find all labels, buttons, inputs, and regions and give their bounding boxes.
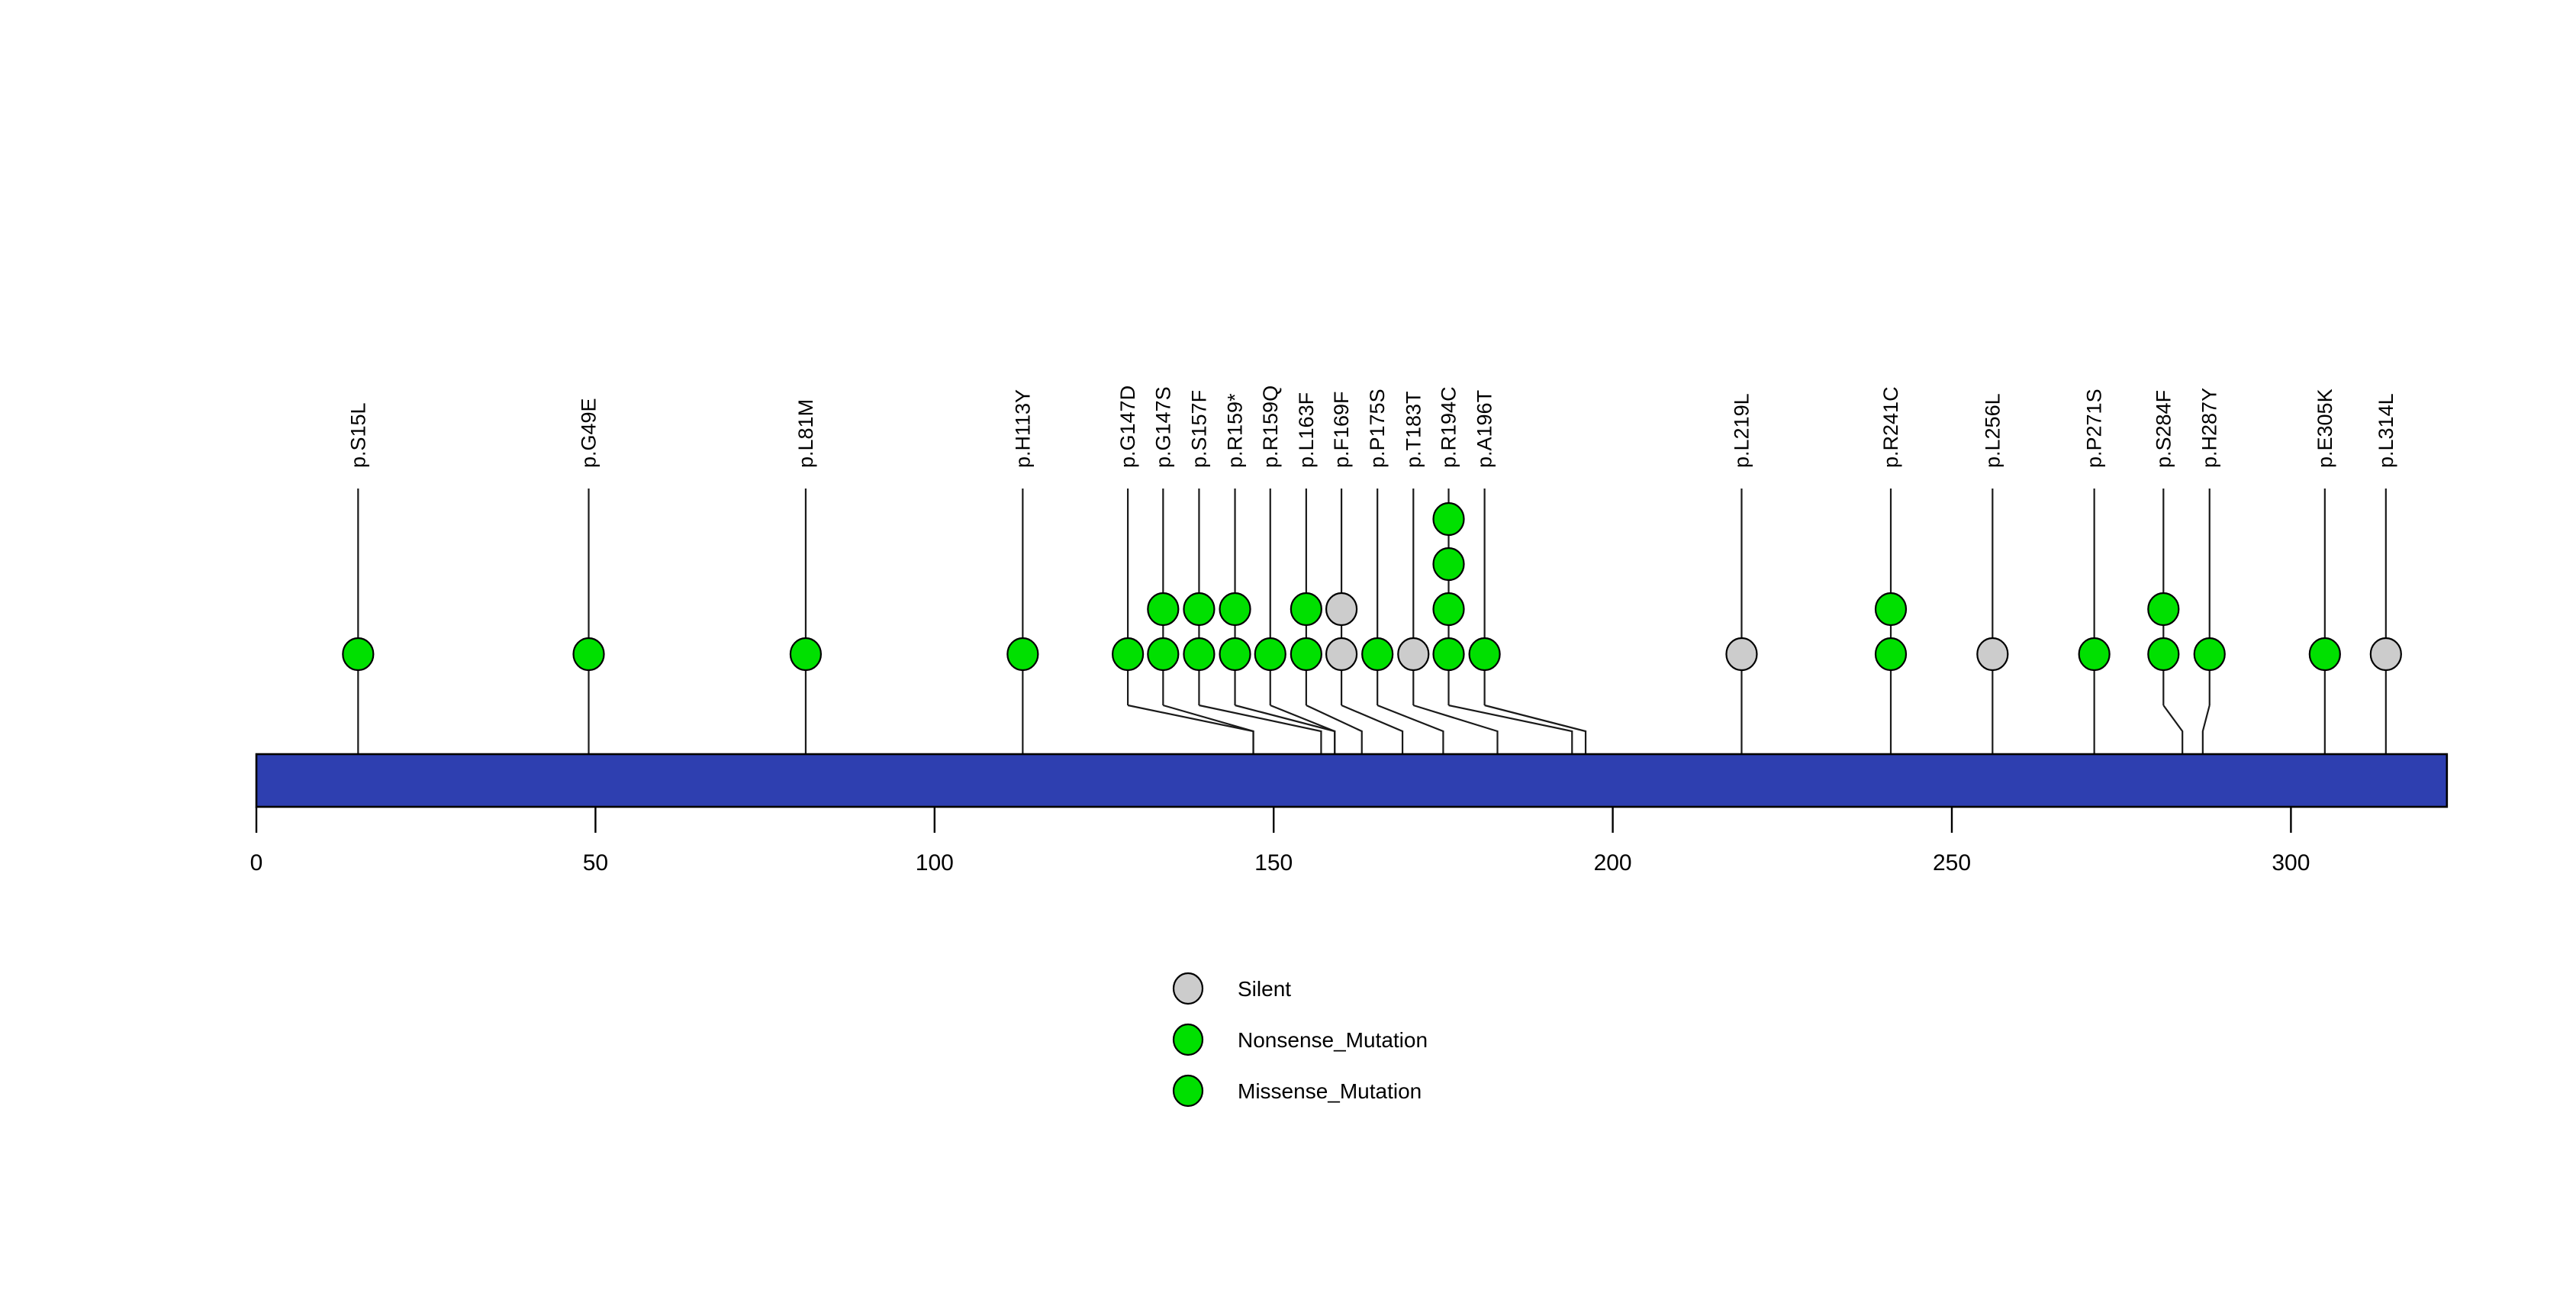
mutation-marker-nonsense[interactable]	[1874, 592, 1908, 627]
mutation-marker-silent[interactable]	[2369, 637, 2402, 672]
mutation-marker-silent[interactable]	[1397, 637, 1430, 672]
mutation-marker-nonsense[interactable]	[1361, 637, 1394, 672]
mutation-marker-silent[interactable]	[1325, 592, 1358, 627]
mutation-label: p.L163F	[1295, 392, 1318, 468]
mutation-label: p.P175S	[1366, 389, 1389, 468]
x-axis-group: 0 50 100 150 200 250 300	[250, 807, 2310, 876]
legend-label-nonsense: Nonsense_Mutation	[1238, 1028, 1428, 1052]
mutation-marker-nonsense[interactable]	[1290, 637, 1322, 672]
mutation-label: p.G49E	[578, 398, 601, 468]
mutation-marker-silent[interactable]	[1325, 637, 1358, 672]
protein-domain-track	[255, 753, 2449, 808]
mutation-marker-nonsense[interactable]	[1432, 547, 1465, 582]
mutation-marker-nonsense[interactable]	[1147, 637, 1180, 672]
mutation-marker-nonsense[interactable]	[1112, 637, 1145, 672]
mutation-label: p.L81M	[794, 399, 817, 468]
mutation-marker-nonsense[interactable]	[1432, 637, 1465, 672]
mutation-marker-nonsense[interactable]	[1468, 637, 1501, 672]
axis-tick-label: 200	[1594, 850, 1632, 876]
mutation-marker-nonsense[interactable]	[1874, 637, 1908, 672]
legend-marker-nonsense[interactable]	[1172, 1023, 1204, 1056]
mutation-markers-group	[342, 501, 2402, 672]
mutation-label: p.F169F	[1330, 391, 1353, 468]
mutation-marker-nonsense[interactable]	[1183, 592, 1216, 627]
mutation-marker-nonsense[interactable]	[572, 637, 605, 672]
mutation-marker-nonsense[interactable]	[2193, 637, 2226, 672]
legend-label-silent: Silent	[1238, 977, 1291, 1001]
mutation-marker-nonsense[interactable]	[1290, 592, 1322, 627]
mutation-label: p.L314L	[2375, 393, 2397, 468]
mutation-marker-nonsense[interactable]	[342, 637, 375, 672]
mutation-label: p.H287Y	[2198, 388, 2221, 468]
mutation-label: p.P271S	[2083, 389, 2106, 468]
mutation-label: p.E305K	[2314, 389, 2336, 468]
mutation-label: p.S157F	[1187, 390, 1210, 468]
legend-label-missense: Missense_Mutation	[1238, 1079, 1422, 1103]
axis-tick-label: 50	[583, 850, 608, 876]
mutation-label: p.T183T	[1402, 391, 1425, 468]
mutation-marker-nonsense[interactable]	[2308, 637, 2341, 672]
axis-tick-label: 100	[916, 850, 954, 876]
mutation-label: p.G147S	[1151, 386, 1174, 468]
mutation-marker-nonsense[interactable]	[2078, 637, 2111, 672]
axis-tick-label: 250	[1933, 850, 1971, 876]
mutation-label: p.R159Q	[1259, 385, 1282, 468]
mutation-label: p.R159*	[1224, 393, 1247, 468]
mutation-label: p.S284F	[2152, 390, 2175, 468]
mutation-marker-nonsense[interactable]	[1432, 592, 1465, 627]
mutation-label: p.S15L	[346, 402, 369, 468]
mutation-label: p.G147D	[1116, 385, 1139, 468]
mutation-marker-nonsense[interactable]	[1219, 592, 1251, 627]
mutation-label: p.R194C	[1438, 386, 1460, 468]
axis-tick-label: 150	[1254, 850, 1293, 876]
legend-marker-missense[interactable]	[1172, 1074, 1204, 1108]
mutation-label: p.H113Y	[1011, 389, 1034, 468]
mutation-labels-group: p.S15L p.G49E p.L81M p.H113Y p.G147D p.G147S p…	[346, 385, 2397, 468]
mutation-marker-nonsense[interactable]	[1006, 637, 1039, 672]
mutation-marker-nonsense[interactable]	[1183, 637, 1216, 672]
mutation-marker-nonsense[interactable]	[1432, 501, 1465, 537]
legend-marker-silent[interactable]	[1172, 972, 1204, 1005]
mutation-label: p.L219L	[1730, 393, 1753, 468]
mutation-marker-nonsense[interactable]	[2147, 592, 2180, 627]
mutation-label: p.A196T	[1473, 390, 1496, 468]
mutation-marker-silent[interactable]	[1976, 637, 2009, 672]
mutation-marker-silent[interactable]	[1725, 637, 1758, 672]
mutation-marker-nonsense[interactable]	[1254, 637, 1286, 672]
mutation-label: p.R241C	[1879, 386, 1902, 468]
axis-tick-label: 300	[2272, 850, 2310, 876]
mutation-label: p.L256L	[1981, 393, 2004, 468]
mutation-marker-nonsense[interactable]	[1219, 637, 1251, 672]
legend-group: Silent Nonsense_Mutation Missense_Mutation	[1172, 972, 1428, 1108]
mutation-marker-nonsense[interactable]	[789, 637, 823, 672]
mutation-marker-nonsense[interactable]	[1147, 592, 1180, 627]
domain-bar	[255, 753, 2449, 808]
axis-tick-label: 0	[250, 850, 263, 876]
mutation-marker-nonsense[interactable]	[2147, 637, 2180, 672]
